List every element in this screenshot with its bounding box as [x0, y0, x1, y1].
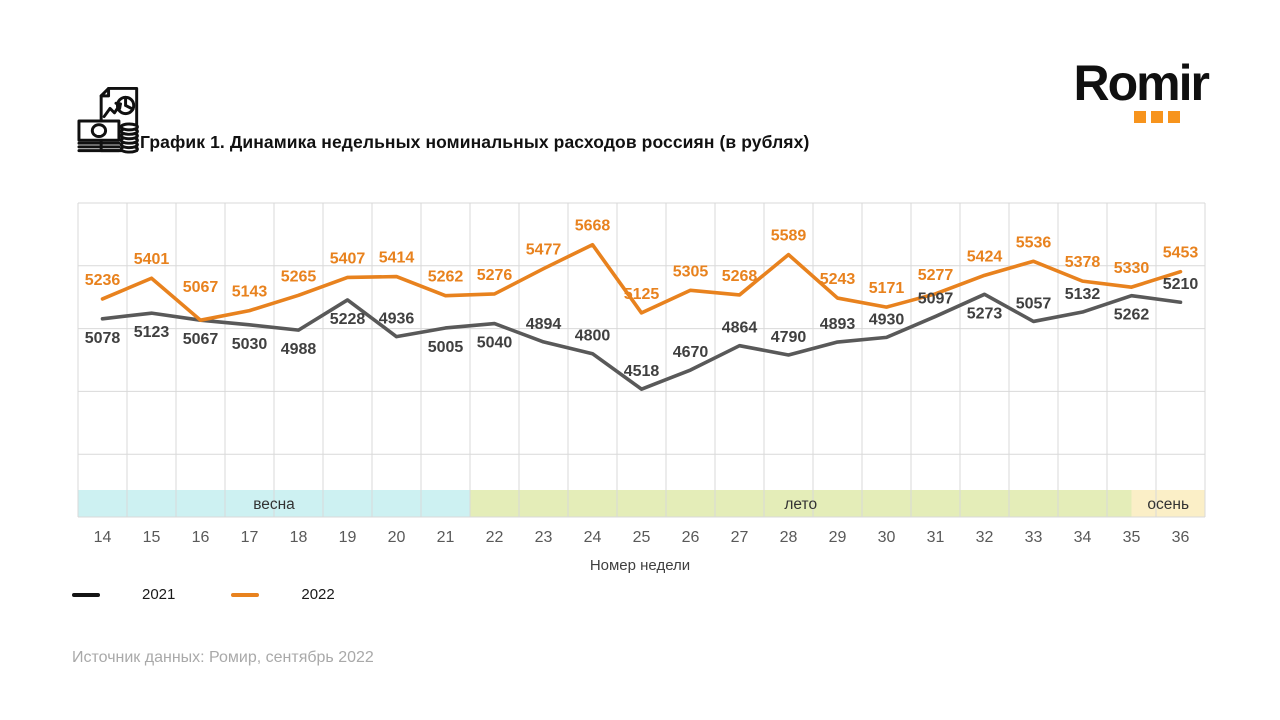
legend-label-2021: 2021: [142, 586, 176, 603]
svg-text:5171: 5171: [869, 280, 905, 297]
svg-text:29: 29: [829, 529, 847, 546]
svg-text:31: 31: [927, 529, 945, 546]
romir-logo: Romir: [1073, 55, 1210, 123]
svg-text:24: 24: [584, 529, 602, 546]
svg-text:23: 23: [535, 529, 553, 546]
svg-text:5125: 5125: [624, 286, 660, 303]
svg-text:5005: 5005: [428, 339, 464, 356]
svg-text:14: 14: [94, 529, 112, 546]
svg-text:осень: осень: [1147, 496, 1189, 513]
legend-swatch-2021: [72, 592, 100, 597]
svg-text:5477: 5477: [526, 242, 562, 259]
svg-text:5401: 5401: [134, 251, 170, 268]
svg-text:5262: 5262: [428, 269, 464, 286]
romir-logo-dots-icon: [1133, 111, 1208, 123]
svg-text:5132: 5132: [1065, 286, 1101, 303]
legend-item-2021: 2021: [72, 586, 175, 603]
svg-text:5265: 5265: [281, 268, 317, 285]
svg-text:20: 20: [388, 529, 406, 546]
svg-text:21: 21: [437, 529, 455, 546]
svg-text:34: 34: [1074, 529, 1092, 546]
legend-label-2022: 2022: [301, 586, 335, 603]
svg-text:22: 22: [486, 529, 504, 546]
svg-text:5262: 5262: [1114, 307, 1150, 324]
svg-text:16: 16: [192, 529, 210, 546]
svg-text:5378: 5378: [1065, 254, 1101, 271]
svg-text:5414: 5414: [379, 250, 415, 267]
svg-text:4894: 4894: [526, 316, 562, 333]
chart-title: График 1. Динамика недельных номинальных…: [140, 132, 810, 152]
svg-text:4670: 4670: [673, 344, 709, 361]
svg-text:33: 33: [1025, 529, 1043, 546]
svg-text:4518: 4518: [624, 363, 660, 380]
svg-text:5236: 5236: [85, 272, 121, 289]
svg-text:4790: 4790: [771, 329, 807, 346]
romir-logo-text: Romir: [1073, 55, 1210, 111]
source-note: Источник данных: Ромир, сентябрь 2022: [72, 649, 374, 666]
svg-text:17: 17: [241, 529, 259, 546]
svg-text:5453: 5453: [1163, 245, 1199, 262]
svg-text:5123: 5123: [134, 324, 170, 341]
svg-text:18: 18: [290, 529, 308, 546]
svg-text:26: 26: [682, 529, 700, 546]
svg-text:5330: 5330: [1114, 260, 1150, 277]
svg-text:4864: 4864: [722, 320, 758, 337]
svg-text:5305: 5305: [673, 263, 709, 280]
svg-text:35: 35: [1123, 529, 1141, 546]
svg-text:4800: 4800: [575, 328, 611, 345]
svg-text:4930: 4930: [869, 311, 905, 328]
chart-legend: 2021 2022: [72, 586, 391, 603]
svg-text:28: 28: [780, 529, 798, 546]
x-axis-title: Номер недели: [589, 557, 691, 574]
svg-text:весна: весна: [253, 496, 295, 513]
svg-text:36: 36: [1172, 529, 1190, 546]
report-money-icon: [76, 84, 150, 158]
svg-text:5040: 5040: [477, 335, 513, 352]
svg-text:5268: 5268: [722, 268, 758, 285]
svg-text:5228: 5228: [330, 311, 366, 328]
svg-text:5097: 5097: [918, 290, 954, 307]
svg-text:5030: 5030: [232, 336, 268, 353]
svg-text:5067: 5067: [183, 279, 219, 296]
svg-text:5668: 5668: [575, 218, 611, 235]
svg-text:32: 32: [976, 529, 994, 546]
svg-text:5276: 5276: [477, 267, 513, 284]
svg-text:5143: 5143: [232, 284, 268, 301]
svg-text:4988: 4988: [281, 341, 317, 358]
svg-text:5589: 5589: [771, 228, 807, 245]
svg-text:27: 27: [731, 529, 749, 546]
svg-text:5273: 5273: [967, 305, 1003, 322]
svg-text:4936: 4936: [379, 311, 415, 328]
svg-text:5407: 5407: [330, 250, 366, 267]
svg-text:25: 25: [633, 529, 651, 546]
svg-text:5210: 5210: [1163, 276, 1199, 293]
svg-text:4893: 4893: [820, 316, 856, 333]
svg-text:лето: лето: [784, 496, 817, 513]
legend-item-2022: 2022: [231, 586, 335, 603]
svg-text:5078: 5078: [85, 330, 121, 347]
svg-text:30: 30: [878, 529, 896, 546]
svg-text:5067: 5067: [183, 331, 219, 348]
svg-text:15: 15: [143, 529, 161, 546]
svg-text:5424: 5424: [967, 248, 1003, 265]
svg-text:5057: 5057: [1016, 295, 1052, 312]
svg-text:5277: 5277: [918, 267, 954, 284]
svg-text:19: 19: [339, 529, 357, 546]
legend-swatch-2022: [231, 592, 260, 597]
svg-text:5536: 5536: [1016, 234, 1052, 251]
weekly-expenses-line-chart: весна лето осень 14 15 16 17 18 19 20 21 22 23 24 25 26…: [77, 202, 1206, 546]
svg-text:5243: 5243: [820, 271, 856, 288]
